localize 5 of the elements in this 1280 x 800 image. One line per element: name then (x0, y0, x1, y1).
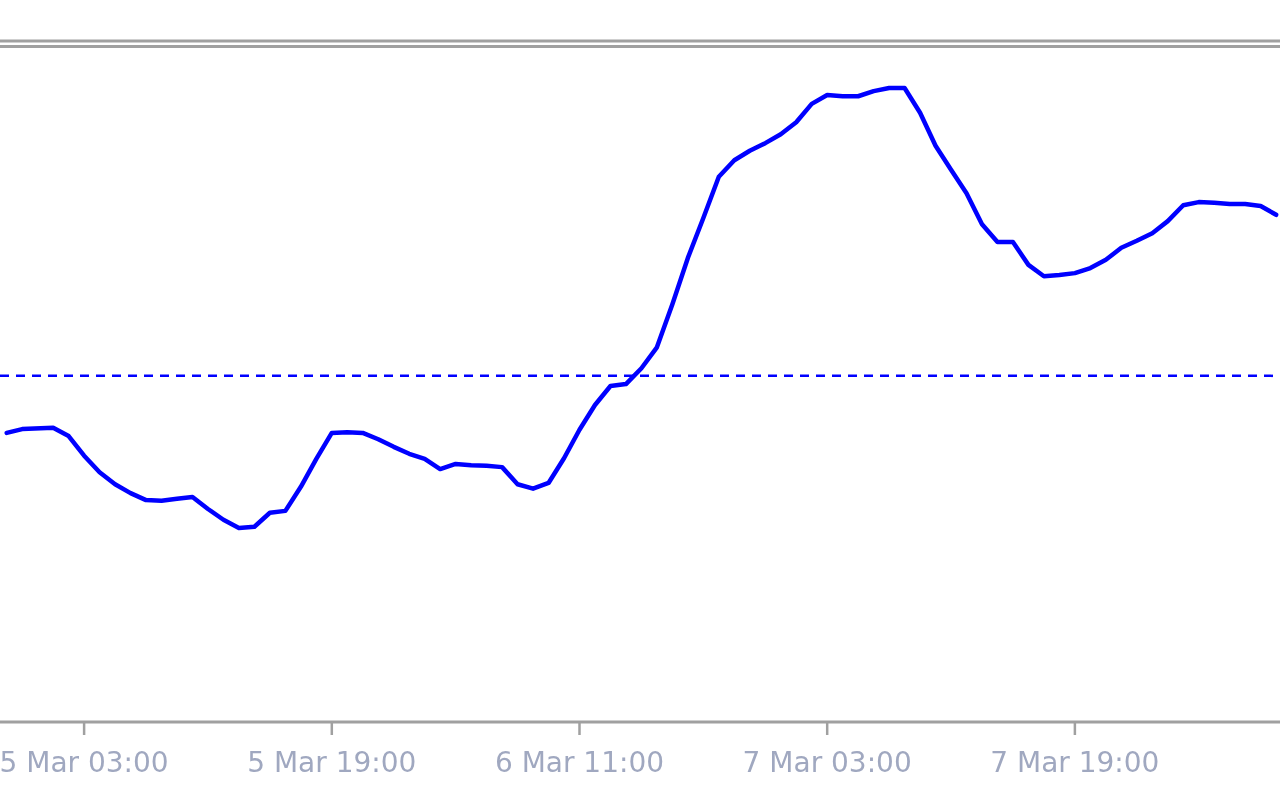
x-tick-label: 7 Mar 19:00 (990, 746, 1160, 779)
x-tick-label: 5 Mar 03:00 (0, 746, 169, 779)
x-tick-label: 7 Mar 03:00 (742, 746, 912, 779)
x-tick-label: 5 Mar 19:00 (247, 746, 417, 779)
x-tick-label: 6 Mar 11:00 (494, 746, 665, 779)
